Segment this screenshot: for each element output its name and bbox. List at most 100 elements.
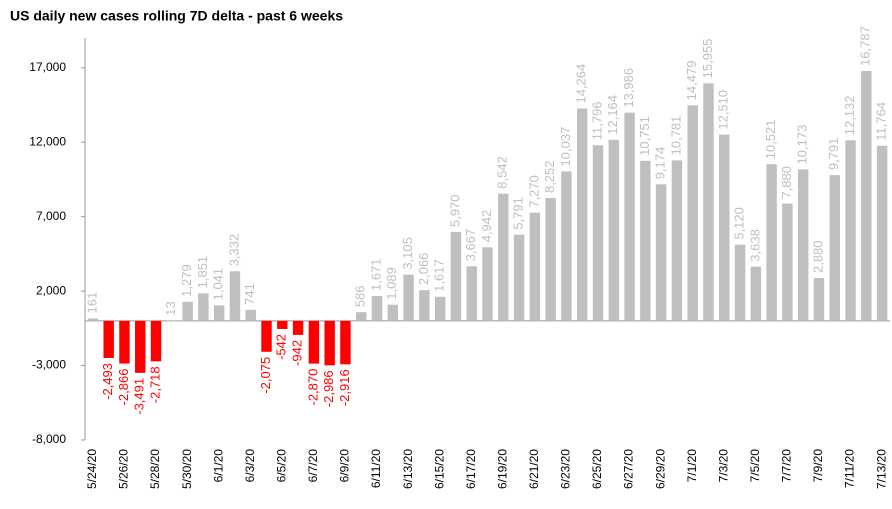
value-label: 4,942 [479,210,494,243]
value-label: -542 [274,334,289,360]
bar [87,318,99,321]
bar [861,70,872,321]
bar [750,266,762,321]
x-tick-label: 6/19/20 [495,449,509,489]
value-label: 8,542 [495,156,510,189]
bar [150,320,162,362]
bar [213,305,225,321]
chart-title: US daily new cases rolling 7D delta - pa… [10,8,343,24]
value-label: 13,986 [621,68,636,108]
bar [797,169,809,321]
y-tick-label: 12,000 [29,134,66,148]
value-label: 1,089 [384,267,399,300]
x-tick-label: 6/3/20 [243,449,257,483]
x-tick-label: 6/1/20 [211,449,225,483]
bar [592,145,604,321]
bar [845,140,856,321]
bar [782,203,793,321]
value-label: 5,970 [447,194,462,227]
x-tick-label: 5/30/20 [180,449,194,489]
x-tick-label: 7/3/20 [716,449,730,483]
bar [371,296,383,321]
bar [561,171,572,321]
value-label: -2,075 [258,357,273,394]
bar [198,293,209,321]
bar [324,320,335,366]
bar [182,301,193,321]
x-tick-label: 5/26/20 [117,449,131,489]
bar [687,105,698,321]
value-label: 3,105 [400,237,415,270]
bar [356,312,367,321]
value-label: 1,617 [432,259,447,292]
value-label: 3,638 [747,229,762,262]
value-label: 7,270 [526,175,541,208]
x-tick-label: 6/27/20 [622,449,636,489]
value-label: 7,880 [779,166,794,199]
bar [119,320,130,364]
value-label: 11,796 [589,101,604,140]
value-label: 8,252 [542,160,557,193]
bar [624,112,635,321]
x-tick-label: 7/1/20 [685,449,699,483]
bar [229,271,241,321]
value-label: 10,751 [637,116,652,156]
value-label: 10,037 [558,127,573,167]
value-label: -2,493 [100,363,115,400]
bar [261,320,272,352]
bar [482,247,493,321]
value-label: 10,521 [763,119,778,159]
x-tick-label: 7/7/20 [780,449,794,483]
bar [608,139,619,321]
bar [671,160,683,321]
bar [308,320,320,364]
bar [403,274,414,321]
bar [135,320,146,373]
x-tick-label: 6/5/20 [274,449,288,483]
value-label: -942 [290,340,305,366]
value-label: 15,955 [700,39,715,79]
value-label: 14,264 [574,64,589,104]
y-tick-label: -8,000 [32,432,66,446]
bar [766,164,777,321]
value-label: 5,120 [731,207,746,240]
value-label: 10,173 [795,125,810,165]
y-tick-label: 2,000 [36,283,66,297]
x-tick-label: 7/11/20 [843,449,857,488]
bar [166,320,178,322]
x-tick-label: 7/13/20 [874,449,888,489]
value-label: 586 [353,285,368,307]
bar [513,234,525,321]
bar [245,309,256,321]
bar [434,296,446,321]
bar [545,198,556,321]
x-tick-label: 7/5/20 [748,449,762,483]
x-tick-label: 6/17/20 [464,449,478,489]
value-label: -3,491 [132,378,147,415]
bar [466,266,477,321]
x-tick-label: 7/9/20 [811,449,825,483]
value-label: 161 [84,292,99,314]
value-label: 9,791 [826,138,841,171]
bar [340,320,351,365]
value-label: 10,781 [668,116,683,156]
value-label: 12,164 [605,95,620,135]
value-label: 1,851 [195,256,210,289]
value-label: 16,787 [858,26,873,66]
x-tick-label: 6/21/20 [527,449,541,489]
x-tick-label: 5/28/20 [148,449,162,489]
value-label: 13 [163,301,178,315]
bar [719,134,730,321]
value-label: -2,870 [305,369,320,406]
bar [576,108,588,321]
value-label: 9,174 [653,147,668,180]
bar [498,193,509,321]
bar [292,320,304,335]
value-label: 11,764 [874,102,889,141]
value-label: -2,986 [321,370,336,407]
bar [655,184,667,321]
bar [703,83,714,321]
value-label: 3,667 [463,229,478,262]
x-tick-label: 6/25/20 [590,449,604,489]
value-label: 12,510 [716,90,731,130]
